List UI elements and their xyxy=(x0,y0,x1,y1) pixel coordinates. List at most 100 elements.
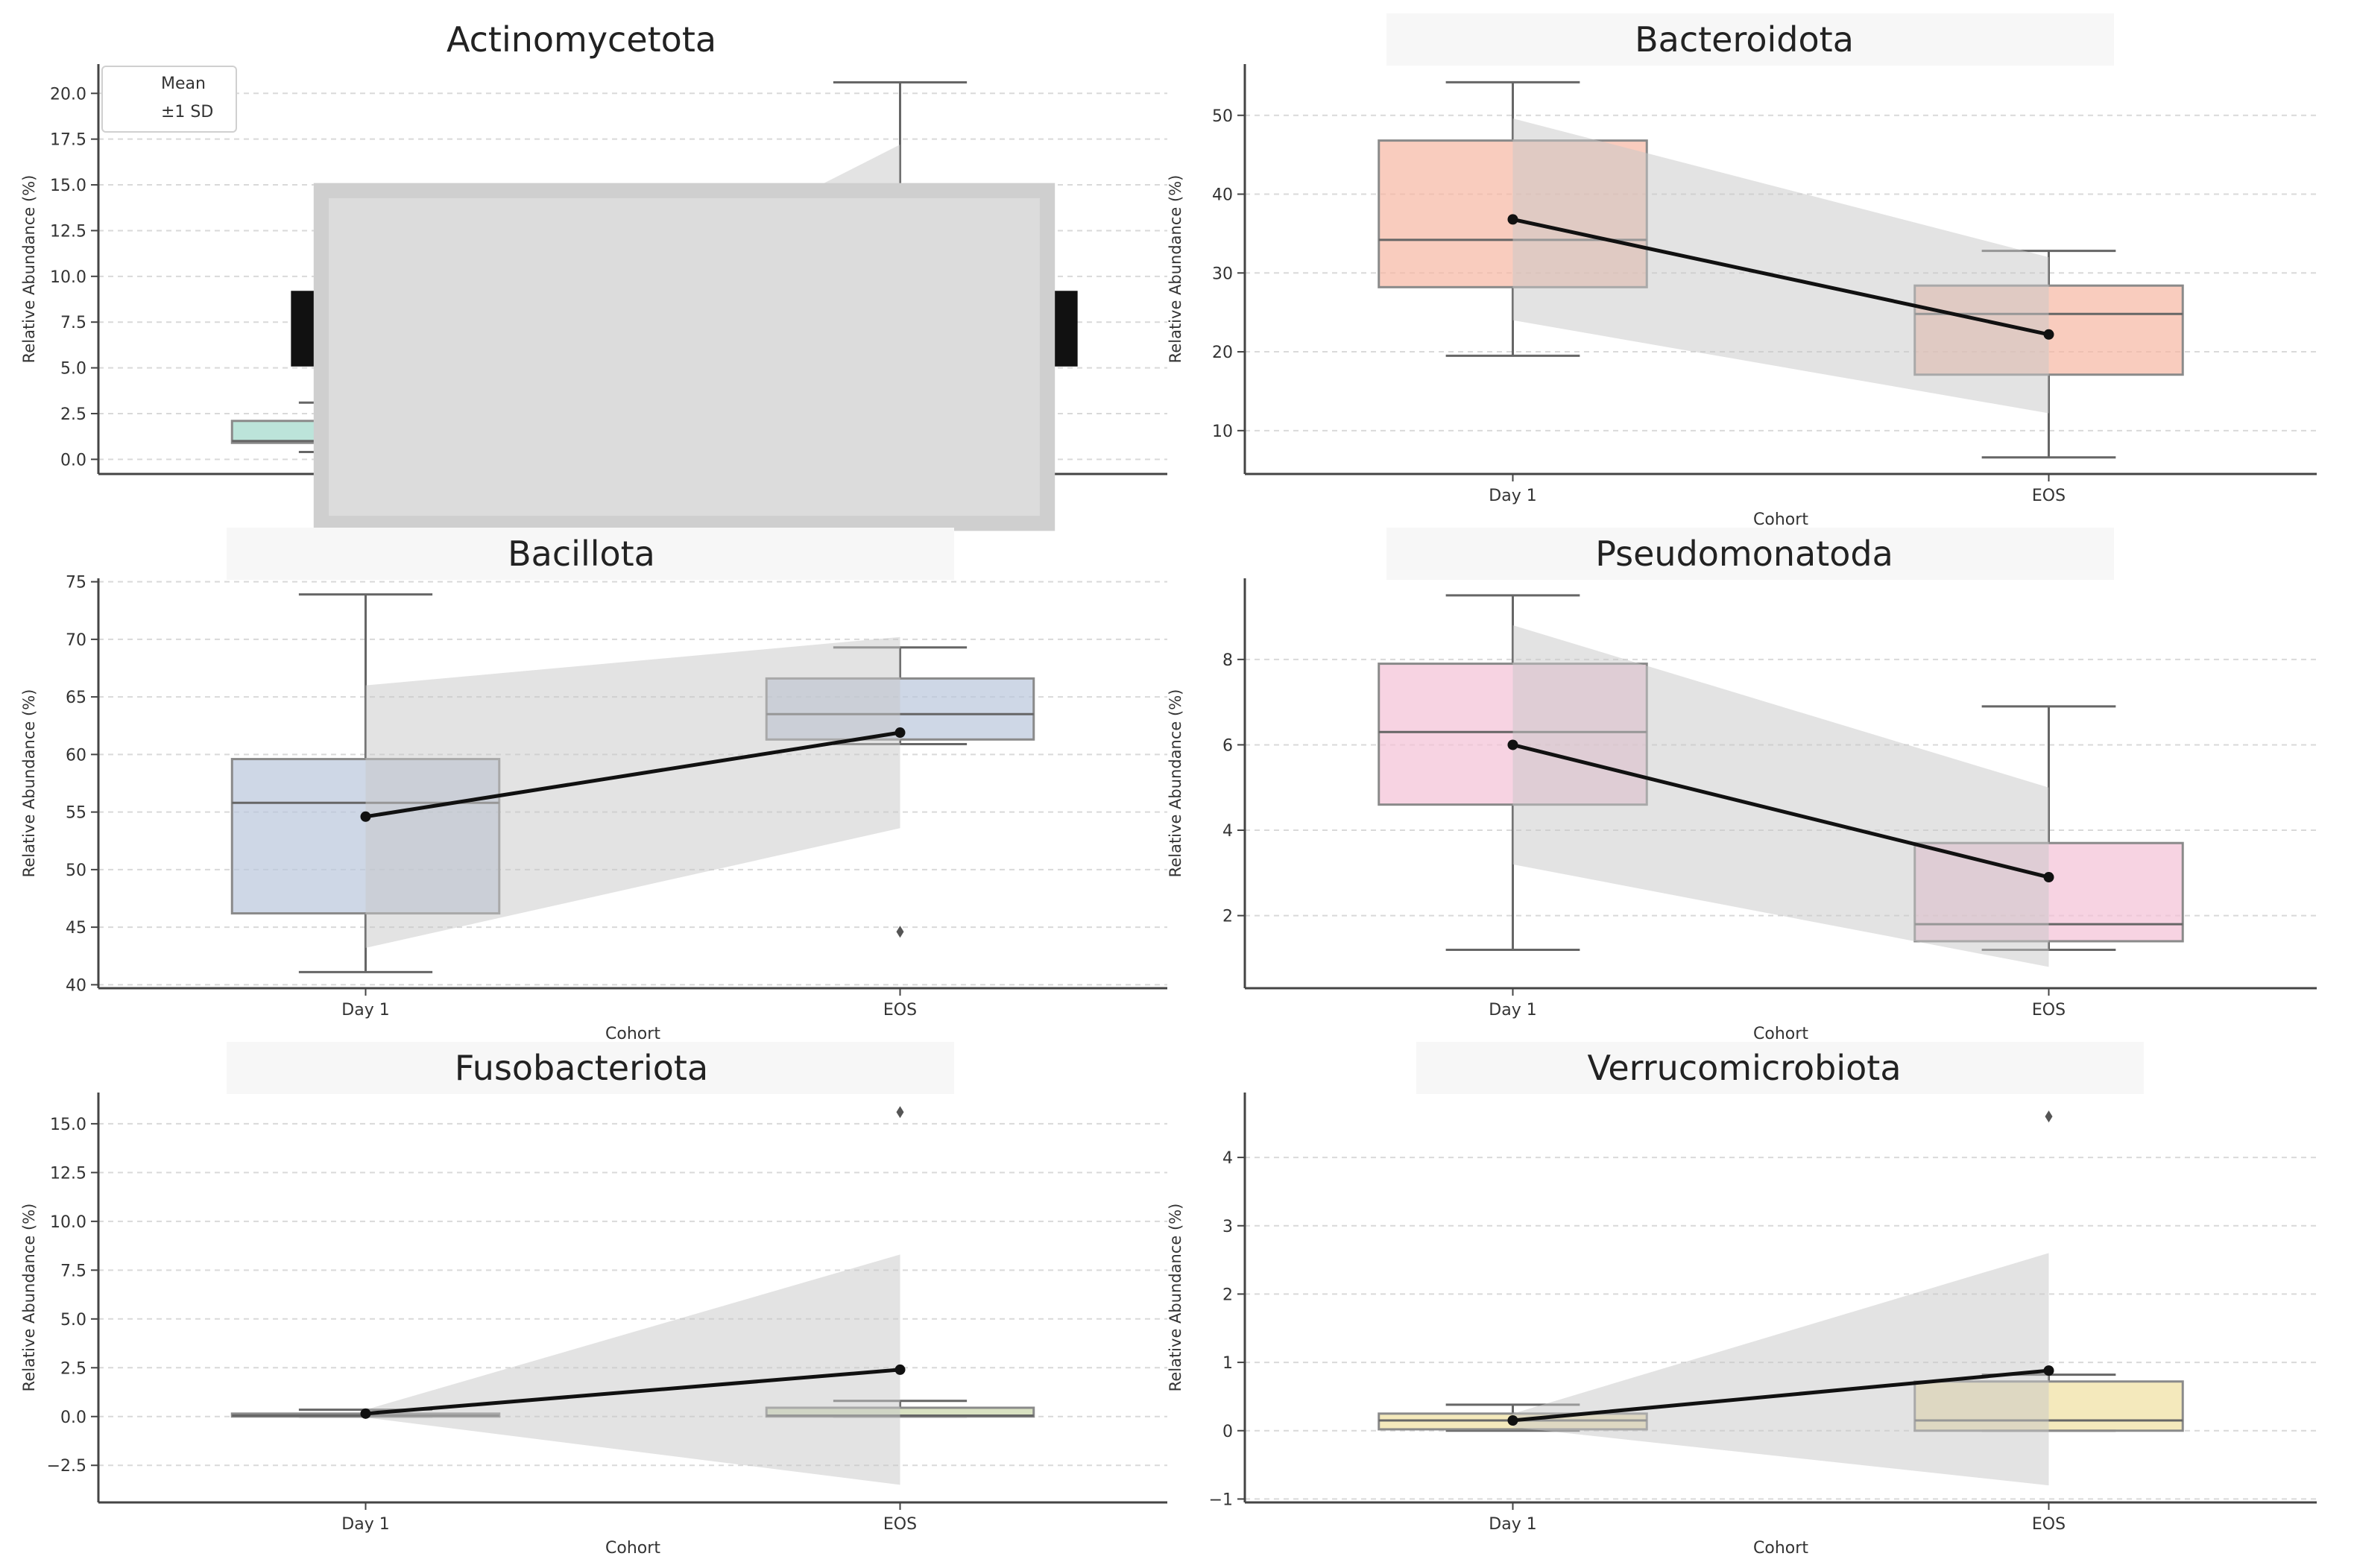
y-tick-label: 70 xyxy=(66,631,86,650)
mean-point xyxy=(360,811,371,822)
y-tick-label: 2 xyxy=(1222,1286,1233,1304)
x-axis-label: Cohort xyxy=(605,1025,660,1043)
y-axis-label: Relative Abundance (%) xyxy=(20,1204,38,1392)
y-tick-label: 17.5 xyxy=(50,131,86,150)
sd-band-swatch xyxy=(313,183,1055,531)
y-tick-label: 30 xyxy=(1212,265,1233,283)
y-tick-label: 15.0 xyxy=(50,1116,86,1134)
y-axis-label: Relative Abundance (%) xyxy=(20,689,38,878)
outlier-point xyxy=(896,1106,904,1119)
y-tick-label: 40 xyxy=(1212,186,1233,205)
y-tick-label: 60 xyxy=(66,746,86,765)
x-axis-label: Cohort xyxy=(1753,1025,1808,1043)
y-axis-label: Relative Abundance (%) xyxy=(1167,175,1184,364)
mean-line xyxy=(1512,217,2050,337)
x-tick-label: Day 1 xyxy=(1489,1001,1536,1019)
panel-fusobacteriota: Fusobacteriota −2.5 0.0 2.5 5.0 7.5 10.0 12.5 1… xyxy=(0,1028,1167,1558)
mean-point xyxy=(1507,214,1518,225)
y-tick-label: 10.0 xyxy=(50,268,86,287)
x-tick-label: EOS xyxy=(2032,1001,2066,1019)
y-tick-label: 4 xyxy=(1222,822,1233,841)
legend-label-sd: ±1 SD xyxy=(161,103,214,121)
legend: Mean ±1 SD xyxy=(101,66,1078,531)
panel-verrucomicrobiota: Verrucomicrobiota −1 0 1 2 3 4 Day 1 EOS Cohort R… xyxy=(1163,1028,2326,1558)
title-background xyxy=(227,1042,954,1094)
panel-title: Actinomycetota xyxy=(446,19,717,60)
panel-pseudomonatoda: Pseudomonatoda 2 4 6 8 Day 1 EOS Cohort Relativ… xyxy=(1163,514,2326,1043)
panel-title: Bacteroidota xyxy=(1635,19,1854,60)
title-background xyxy=(227,528,954,580)
panel-title: Bacillota xyxy=(508,534,655,574)
x-tick-label: Day 1 xyxy=(341,1515,389,1534)
y-axis-label: Relative Abundance (%) xyxy=(20,175,38,364)
mean-point xyxy=(894,727,906,739)
mean-line xyxy=(365,730,900,819)
y-tick-label: 6 xyxy=(1222,736,1233,755)
y-tick-label: 40 xyxy=(66,976,86,995)
y-tick-label: 55 xyxy=(66,804,86,823)
chart-bacteroidota: 10 20 30 40 50 Day 1 EOS Cohort Relative Abundan… xyxy=(1167,64,2317,529)
y-tick-label: 20.0 xyxy=(50,85,86,104)
y-tick-label: 10.0 xyxy=(50,1213,86,1232)
mean-point xyxy=(2043,329,2054,340)
chart-verrucomicrobiota: −1 0 1 2 3 4 Day 1 EOS Cohort Relative Abundance … xyxy=(1167,1093,2317,1558)
sd-band xyxy=(1512,625,2049,967)
x-tick-label: EOS xyxy=(883,1515,917,1534)
y-tick-label: −1 xyxy=(1209,1490,1233,1509)
legend-label-mean: Mean xyxy=(161,75,206,93)
mean-point xyxy=(2043,872,2054,883)
y-tick-label: 4 xyxy=(1222,1149,1233,1168)
sd-band xyxy=(365,1254,900,1485)
y-tick-label: 2.5 xyxy=(60,1359,86,1378)
y-tick-label: 5.0 xyxy=(60,1311,86,1330)
y-tick-label: 65 xyxy=(66,689,86,707)
panel-title: Pseudomonatoda xyxy=(1595,534,1893,574)
y-tick-label: 8 xyxy=(1222,651,1233,670)
x-tick-label: Day 1 xyxy=(1489,1515,1536,1534)
y-tick-label: 50 xyxy=(66,862,86,880)
x-tick-label: Day 1 xyxy=(1489,487,1536,505)
chart-bacillota: 40 45 50 55 60 65 70 75 Day 1 EOS Cohort Relative A… xyxy=(20,574,1167,1043)
y-tick-label: 0.0 xyxy=(60,451,86,470)
y-tick-label: 0 xyxy=(1222,1423,1233,1441)
y-tick-label: 15.0 xyxy=(50,177,86,195)
y-tick-label: 12.5 xyxy=(50,222,86,241)
y-tick-label: 75 xyxy=(66,574,86,592)
y-tick-label: 0.0 xyxy=(60,1409,86,1427)
mean-point xyxy=(1507,739,1518,750)
y-tick-label: 10 xyxy=(1212,423,1233,441)
y-tick-label: −2.5 xyxy=(47,1457,86,1476)
mean-point xyxy=(360,1408,371,1419)
y-tick-label: 7.5 xyxy=(60,314,86,332)
y-tick-label: 1 xyxy=(1222,1354,1233,1373)
sd-band xyxy=(1512,1253,2049,1486)
y-tick-label: 45 xyxy=(66,919,86,938)
y-tick-label: 20 xyxy=(1212,344,1233,362)
x-tick-label: EOS xyxy=(2032,487,2066,505)
x-axis-label: Cohort xyxy=(1753,510,1808,529)
y-axis-label: Relative Abundance (%) xyxy=(1167,689,1184,878)
panel-actinomycetota: Actinomycetota 0.0 2.5 5.0 7.5 10.0 12.5 15.0 1… xyxy=(0,0,1167,531)
x-tick-label: Day 1 xyxy=(341,1001,389,1019)
mean-line xyxy=(1512,1368,2049,1423)
mean-point xyxy=(1507,1415,1518,1426)
title-background xyxy=(1416,1042,2144,1094)
y-tick-label: 2 xyxy=(1222,908,1233,926)
y-tick-label: 2.5 xyxy=(60,405,86,424)
sd-band xyxy=(1512,118,2049,414)
title-background xyxy=(1386,528,2114,580)
y-tick-label: 3 xyxy=(1222,1218,1233,1236)
mean-point xyxy=(2043,1365,2054,1376)
mean-point xyxy=(894,1364,906,1375)
mean-line xyxy=(365,1368,900,1416)
panel-bacillota: Bacillota 40 45 50 55 60 65 70 75 Day 1 EOS Cohort… xyxy=(0,514,1167,1043)
y-axis-label: Relative Abundance (%) xyxy=(1167,1204,1184,1392)
sd-band xyxy=(365,636,900,948)
title-background xyxy=(1386,13,2114,66)
chart-pseudomonatoda: 2 4 6 8 Day 1 EOS Cohort Relative Abundance (%) xyxy=(1167,578,2317,1043)
y-tick-label: 5.0 xyxy=(60,360,86,379)
outlier-point xyxy=(2045,1110,2053,1123)
y-tick-label: 12.5 xyxy=(50,1164,86,1183)
y-tick-label: 7.5 xyxy=(60,1262,86,1280)
